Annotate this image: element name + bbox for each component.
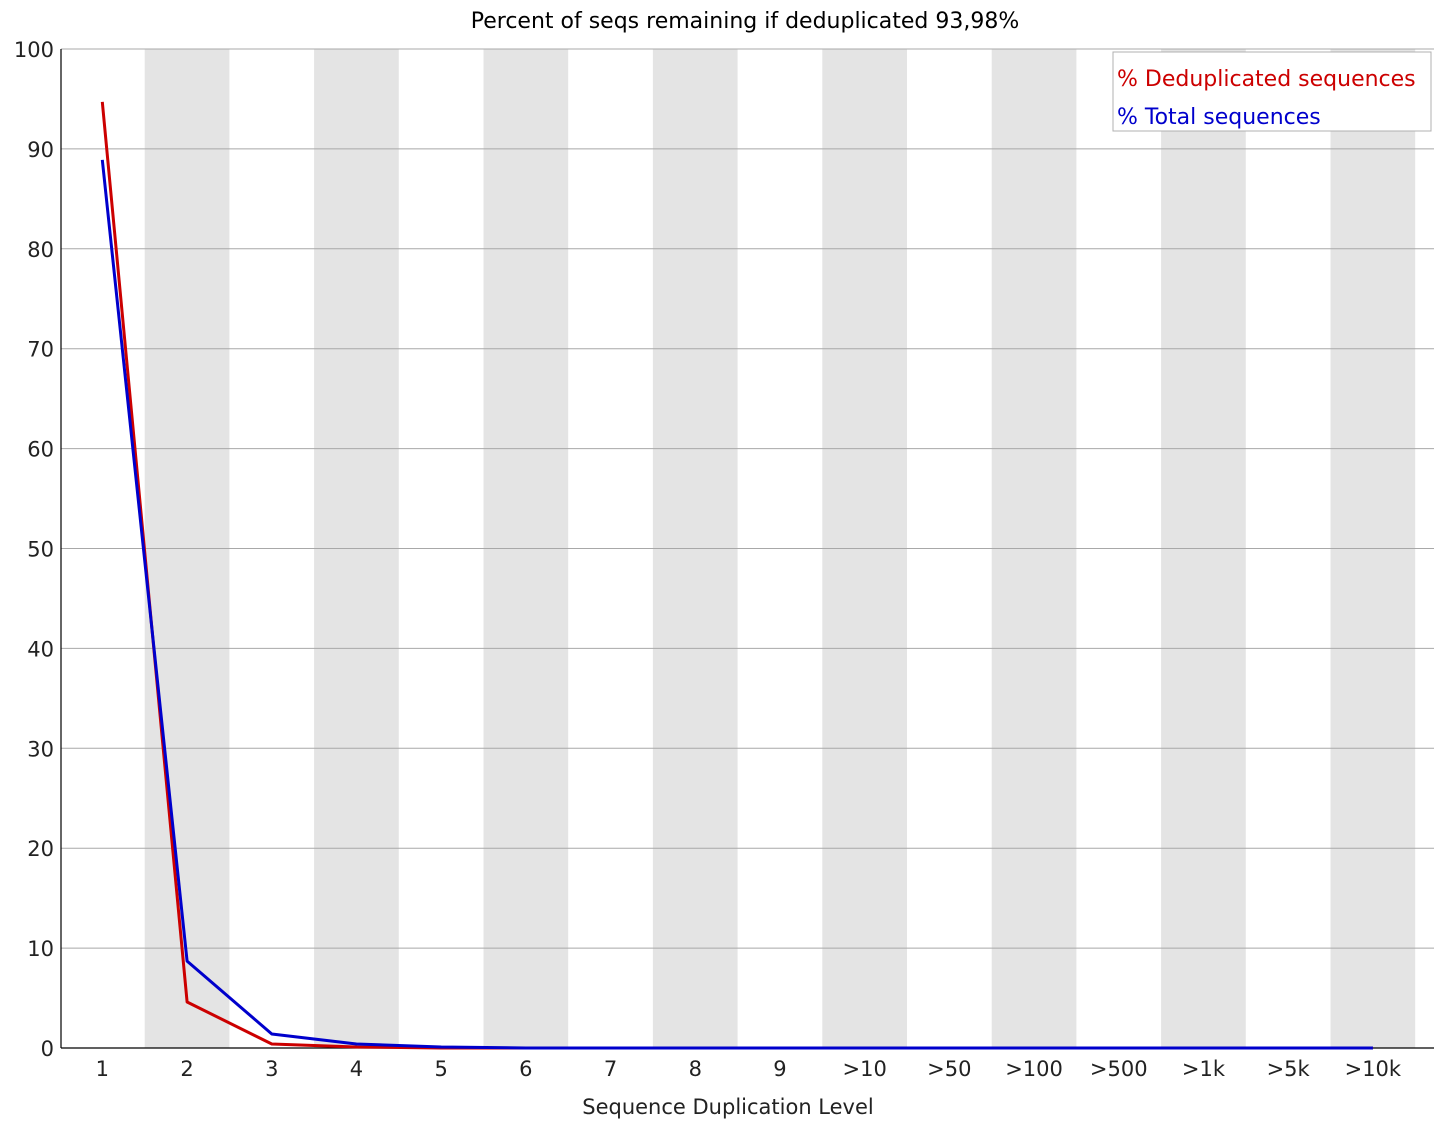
x-tick->10k: >10k (1345, 1057, 1402, 1081)
x-tick->1k: >1k (1182, 1057, 1226, 1081)
x-tick-1: 1 (96, 1057, 109, 1081)
y-tick-60: 60 (27, 438, 54, 462)
x-tick->100: >100 (1005, 1057, 1063, 1081)
x-tick->5k: >5k (1267, 1057, 1311, 1081)
x-tick-9: 9 (773, 1057, 786, 1081)
y-tick-10: 10 (27, 937, 54, 961)
y-tick-50: 50 (27, 538, 54, 562)
y-tick-90: 90 (27, 138, 54, 162)
y-tick-30: 30 (27, 737, 54, 761)
x-tick-4: 4 (350, 1057, 363, 1081)
series-lines (100, 101, 1373, 1050)
y-tick-0: 0 (41, 1037, 54, 1061)
y-tick-80: 80 (27, 238, 54, 262)
y-tick-70: 70 (27, 338, 54, 362)
legend-entry-1: % Total sequences (1117, 105, 1321, 130)
x-tick-3: 3 (265, 1057, 278, 1081)
series-line-1 (100, 159, 1373, 1050)
y-tick-100: 100 (14, 38, 54, 62)
y-tick-20: 20 (27, 837, 54, 861)
x-tick->50: >50 (927, 1057, 971, 1081)
x-tick-labels: 1 2 3 4 5 6 7 8 9 >10 >50 >100 >500 >1k >5k >10k (96, 1057, 1402, 1081)
x-tick-5: 5 (434, 1057, 447, 1081)
chart-title: Percent of seqs remaining if deduplicate… (471, 9, 1020, 34)
x-tick-8: 8 (689, 1057, 702, 1081)
x-tick-7: 7 (604, 1057, 617, 1081)
x-tick->500: >500 (1090, 1057, 1148, 1081)
x-axis-label: Sequence Duplication Level (582, 1095, 874, 1119)
x-tick-6: 6 (519, 1057, 532, 1081)
legend: % Deduplicated sequences % Total sequence… (1112, 51, 1432, 132)
x-tick->10: >10 (842, 1057, 886, 1081)
legend-entry-0: % Deduplicated sequences (1117, 67, 1416, 92)
y-tick-labels: 0 10 20 30 40 50 60 70 80 90 100 (14, 38, 54, 1061)
x-tick-2: 2 (180, 1057, 193, 1081)
y-tick-40: 40 (27, 637, 54, 661)
legend-box (1112, 51, 1432, 132)
